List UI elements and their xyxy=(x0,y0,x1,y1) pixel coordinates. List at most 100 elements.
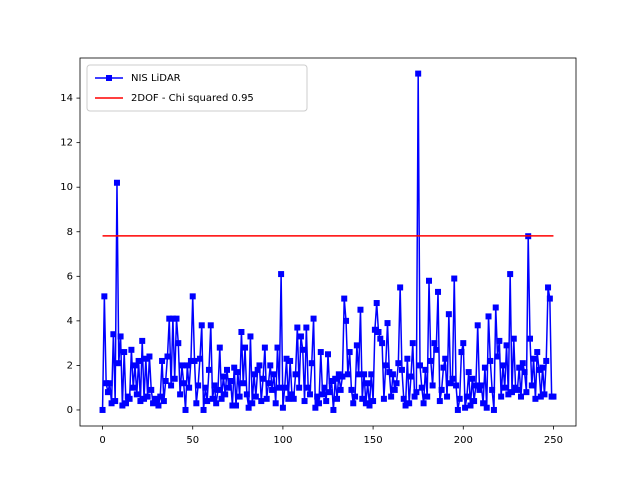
marker xyxy=(341,295,348,302)
marker xyxy=(404,355,411,362)
marker xyxy=(267,362,274,369)
legend-box xyxy=(86,64,308,112)
marker xyxy=(543,357,550,364)
marker xyxy=(424,393,431,400)
marker xyxy=(416,362,423,369)
marker xyxy=(546,295,553,302)
marker xyxy=(168,382,175,389)
marker xyxy=(209,395,216,402)
marker xyxy=(160,398,167,405)
marker xyxy=(373,300,380,307)
marker xyxy=(263,395,270,402)
marker xyxy=(315,400,322,407)
marker xyxy=(489,386,496,393)
marker xyxy=(508,389,515,396)
marker xyxy=(115,360,122,367)
marker xyxy=(243,391,250,398)
marker xyxy=(539,364,546,371)
marker xyxy=(519,360,526,367)
marker xyxy=(157,393,164,400)
marker xyxy=(388,393,395,400)
marker xyxy=(101,293,108,300)
marker xyxy=(348,386,355,393)
marker xyxy=(254,366,261,373)
marker xyxy=(177,391,184,398)
marker xyxy=(391,386,398,393)
marker xyxy=(380,395,387,402)
marker xyxy=(287,357,294,364)
marker xyxy=(222,391,229,398)
marker xyxy=(213,400,220,407)
y-tick-label: 12 xyxy=(60,138,73,149)
marker xyxy=(189,293,196,300)
marker xyxy=(366,402,373,409)
marker xyxy=(514,386,521,393)
marker xyxy=(238,328,245,335)
marker xyxy=(216,344,223,351)
marker xyxy=(451,275,458,282)
marker xyxy=(258,398,265,405)
marker xyxy=(537,393,544,400)
marker xyxy=(146,353,153,360)
marker xyxy=(234,369,241,376)
marker xyxy=(310,315,317,322)
marker xyxy=(272,400,279,407)
marker xyxy=(175,340,182,347)
marker xyxy=(269,386,276,393)
marker xyxy=(541,391,548,398)
plot xyxy=(99,70,557,413)
marker xyxy=(166,315,173,322)
marker xyxy=(261,344,268,351)
marker xyxy=(550,393,557,400)
y-tick-label: 2 xyxy=(67,360,73,371)
marker xyxy=(321,384,328,391)
marker xyxy=(142,355,149,362)
marker xyxy=(449,375,456,382)
marker xyxy=(135,357,142,364)
marker xyxy=(299,346,306,353)
marker xyxy=(141,395,148,402)
marker xyxy=(496,337,503,344)
legend-label: NIS LiDAR xyxy=(131,73,181,84)
marker xyxy=(454,406,461,413)
marker xyxy=(128,346,135,353)
marker xyxy=(164,353,171,360)
marker xyxy=(276,384,283,391)
marker xyxy=(308,360,315,367)
marker xyxy=(119,402,126,409)
axes-frame xyxy=(79,57,577,427)
marker xyxy=(184,362,191,369)
marker xyxy=(487,357,494,364)
marker xyxy=(447,380,454,387)
marker xyxy=(182,406,189,413)
marker xyxy=(337,386,344,393)
marker xyxy=(478,382,485,389)
marker xyxy=(386,369,393,376)
marker xyxy=(256,362,263,369)
marker xyxy=(233,402,240,409)
marker xyxy=(370,398,377,405)
marker xyxy=(426,277,433,284)
marker xyxy=(288,391,295,398)
marker xyxy=(317,349,324,356)
y-tick-label: 6 xyxy=(67,271,73,282)
marker xyxy=(186,384,193,391)
marker xyxy=(406,400,413,407)
marker xyxy=(334,395,341,402)
y-tick-label: 14 xyxy=(60,93,73,104)
marker xyxy=(352,393,359,400)
marker xyxy=(453,382,460,389)
marker xyxy=(198,322,205,329)
marker xyxy=(207,322,214,329)
marker xyxy=(469,375,476,382)
marker xyxy=(108,400,115,407)
series-line xyxy=(101,73,554,411)
marker xyxy=(359,395,366,402)
marker xyxy=(498,393,505,400)
marker xyxy=(153,398,160,405)
legend-marker xyxy=(106,75,112,81)
marker xyxy=(510,335,517,342)
marker xyxy=(418,384,425,391)
marker xyxy=(301,398,308,405)
marker xyxy=(379,340,386,347)
